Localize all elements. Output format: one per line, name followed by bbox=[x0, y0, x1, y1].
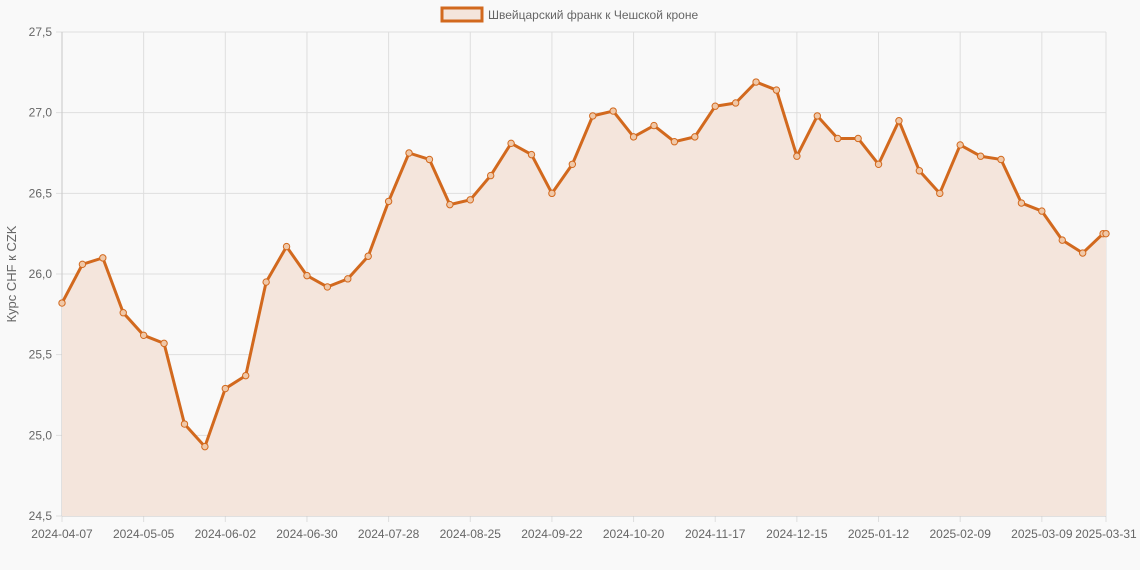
data-point bbox=[364, 252, 372, 260]
y-axis-title: Курс CHF к CZK bbox=[4, 225, 19, 322]
y-tick-label: 26,0 bbox=[29, 267, 53, 281]
legend[interactable]: Швейцарский франк к Чешской кроне bbox=[440, 6, 698, 23]
data-point bbox=[486, 171, 495, 180]
data-point bbox=[670, 138, 679, 146]
series-area bbox=[62, 82, 1106, 516]
x-tick-label: 2025-01-12 bbox=[848, 527, 910, 541]
data-point bbox=[976, 152, 985, 160]
y-tick-label: 25,0 bbox=[29, 428, 53, 442]
data-point bbox=[446, 200, 454, 209]
data-point bbox=[323, 283, 332, 291]
data-point bbox=[466, 196, 474, 204]
y-tick-label: 25,5 bbox=[29, 348, 53, 362]
data-point bbox=[527, 150, 536, 159]
data-point bbox=[813, 112, 821, 120]
data-point bbox=[956, 141, 964, 149]
data-point bbox=[119, 309, 127, 317]
data-point bbox=[650, 121, 658, 130]
data-point bbox=[384, 197, 393, 206]
data-point bbox=[691, 133, 699, 141]
data-point bbox=[58, 299, 66, 307]
data-point bbox=[1078, 249, 1087, 257]
x-tick-label: 2024-07-28 bbox=[358, 527, 420, 541]
legend-swatch bbox=[440, 6, 484, 23]
x-tick-label: 2024-06-02 bbox=[195, 527, 257, 541]
data-point bbox=[936, 189, 944, 198]
data-point bbox=[221, 384, 230, 393]
data-point bbox=[201, 442, 209, 451]
data-point bbox=[1017, 199, 1026, 207]
data-point bbox=[772, 86, 781, 94]
data-point bbox=[262, 278, 270, 286]
data-point bbox=[344, 275, 352, 283]
data-point bbox=[874, 160, 883, 168]
data-point bbox=[1102, 229, 1110, 238]
data-point bbox=[589, 112, 597, 120]
data-point bbox=[997, 155, 1005, 164]
data-point bbox=[834, 134, 842, 143]
data-point bbox=[282, 242, 291, 251]
data-point bbox=[609, 107, 617, 115]
x-tick-label: 2024-04-07 bbox=[31, 527, 93, 541]
data-point bbox=[78, 260, 87, 269]
data-point bbox=[99, 254, 107, 262]
data-point bbox=[731, 99, 740, 107]
series-layer bbox=[58, 78, 1110, 516]
y-tick-label: 26,5 bbox=[29, 186, 53, 200]
data-point bbox=[752, 78, 760, 86]
x-tick-label: 2024-12-15 bbox=[766, 527, 828, 541]
data-point bbox=[915, 167, 924, 175]
data-point bbox=[1038, 207, 1046, 215]
data-point bbox=[507, 139, 515, 148]
y-tick-label: 27,0 bbox=[29, 106, 53, 120]
axes: 24,5 25,0 25,5 26,0 26,5 27,0 27,5 2024-04-07 20… bbox=[29, 25, 1137, 541]
x-tick-label: 2024-08-25 bbox=[440, 527, 502, 541]
data-point bbox=[303, 271, 311, 280]
data-point bbox=[629, 133, 638, 141]
x-tick-label: 2024-06-30 bbox=[276, 527, 338, 541]
data-point bbox=[895, 117, 903, 125]
x-tick-label: 2024-05-05 bbox=[113, 527, 175, 541]
data-point bbox=[160, 339, 168, 348]
data-point bbox=[242, 371, 250, 380]
data-point bbox=[568, 160, 577, 168]
data-point bbox=[425, 155, 434, 164]
y-tick-label: 24,5 bbox=[29, 509, 53, 523]
y-tick-label: 27,5 bbox=[29, 25, 53, 39]
data-point bbox=[711, 102, 719, 110]
data-point bbox=[180, 420, 189, 428]
x-tick-label: 2025-03-31 bbox=[1075, 527, 1137, 541]
data-point bbox=[405, 149, 413, 157]
data-point bbox=[1058, 236, 1066, 244]
x-tick-label: 2024-09-22 bbox=[521, 527, 583, 541]
data-point bbox=[548, 189, 556, 198]
data-point bbox=[793, 152, 801, 160]
data-point bbox=[139, 331, 148, 340]
x-tick-label: 2025-03-09 bbox=[1011, 527, 1073, 541]
x-tick-label: 2024-11-17 bbox=[685, 527, 746, 541]
data-point bbox=[854, 134, 862, 143]
x-tick-label: 2024-10-20 bbox=[603, 527, 665, 541]
legend-label: Швейцарский франк к Чешской кроне bbox=[488, 8, 698, 22]
x-tick-label: 2025-02-09 bbox=[929, 527, 991, 541]
